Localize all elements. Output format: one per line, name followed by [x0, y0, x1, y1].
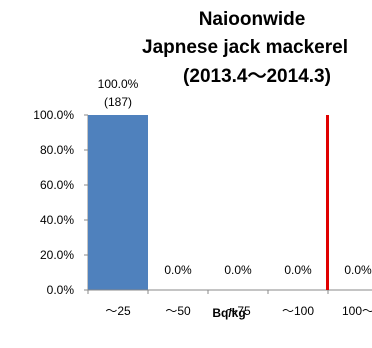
y-tick-label: 40.0%	[40, 213, 74, 227]
data-label-3: 0.0%	[284, 263, 312, 277]
chart-title-line-3: (2013.4〜2014.3)	[183, 66, 331, 87]
y-axis: 0.0% 20.0% 40.0% 60.0% 80.0% 100.0%	[33, 108, 89, 297]
x-tick-label-4: 100〜	[342, 304, 372, 318]
y-tick-label: 80.0%	[40, 143, 74, 157]
data-label-2: 0.0%	[224, 263, 252, 277]
chart-title-line-1: Naioonwide	[199, 9, 306, 30]
y-tick-label: 60.0%	[40, 178, 74, 192]
x-axis: 〜25 〜50 〜75 〜100 100〜	[87, 115, 372, 318]
x-axis-label: Bq/kg	[212, 306, 245, 320]
bar-0	[88, 115, 148, 290]
bars	[88, 115, 148, 290]
x-tick-label-3: 〜100	[282, 304, 314, 318]
y-tick-label: 0.0%	[47, 283, 75, 297]
data-label-4: 0.0%	[344, 263, 372, 277]
count-label: (187)	[104, 95, 132, 109]
y-tick-label: 20.0%	[40, 248, 74, 262]
chart-title-line-2: Japnese jack mackerel	[142, 37, 348, 58]
y-tick-label: 100.0%	[33, 108, 74, 122]
x-tick-label-1: 〜50	[165, 304, 191, 318]
data-label-1: 0.0%	[164, 263, 192, 277]
x-tick-label-2: 〜75	[225, 304, 251, 318]
data-label-0: 100.0%	[98, 77, 139, 91]
x-tick-label-0: 〜25	[105, 304, 131, 318]
data-labels: 100.0% 0.0% 0.0% 0.0% 0.0%	[98, 77, 372, 277]
